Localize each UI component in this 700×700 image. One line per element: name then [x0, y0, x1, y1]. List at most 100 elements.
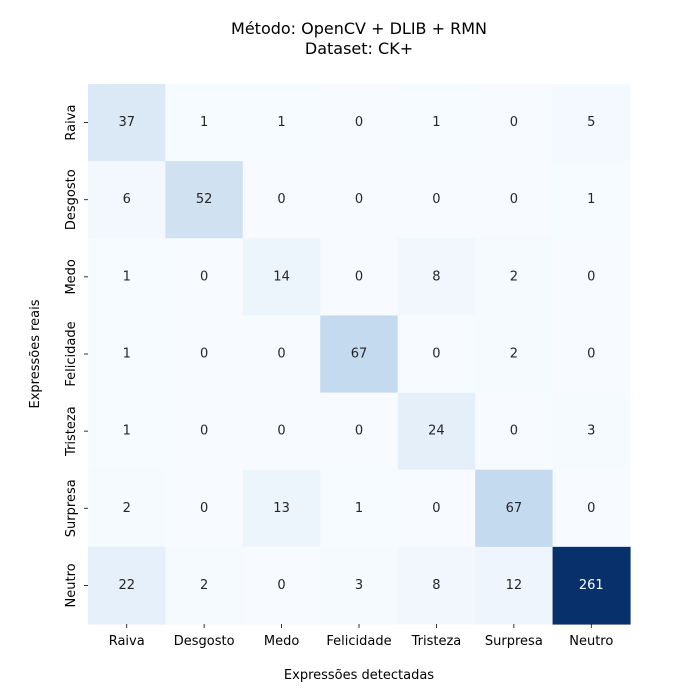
y-tick-label: Desgosto: [64, 169, 79, 230]
heatmap-cell: [475, 469, 554, 548]
heatmap-cell: [88, 161, 167, 239]
cell-value-label: 0: [587, 346, 595, 361]
x-tick-label: Neutro: [569, 634, 613, 649]
heatmap-cell: [552, 238, 631, 317]
heatmap-cell: [320, 315, 399, 394]
cell-value-label: 6: [123, 192, 131, 207]
cell-value-label: 0: [277, 192, 285, 207]
cell-value-label: 67: [506, 501, 523, 516]
heatmap-cell: [88, 238, 167, 317]
cell-value-label: 261: [579, 578, 604, 593]
cell-value-label: 1: [355, 501, 363, 516]
cell-value-label: 12: [506, 578, 523, 593]
heatmap-cell: [552, 84, 631, 162]
cell-value-label: 1: [200, 115, 208, 130]
y-tick-label: Neutro: [64, 563, 79, 607]
cell-value-label: 0: [200, 346, 208, 361]
heatmap-cell: [397, 392, 476, 471]
heatmap-cell: [397, 469, 476, 548]
cell-value-label: 0: [355, 115, 363, 130]
heatmap-cell: [88, 469, 167, 548]
cell-value-label: 8: [432, 578, 440, 593]
cell-value-label: 2: [123, 501, 131, 516]
y-tick-label: Felicidade: [64, 321, 79, 386]
heatmap-cells: 37 1 1 0 1 0 5 6 52 0 0 0 0 1 1 0 14 0 8 2 0 1 0 0 67 0 2 0 1 0 0 0 24 0 3…: [88, 84, 631, 625]
heatmap-cell: [242, 161, 321, 239]
cell-value-label: 8: [432, 269, 440, 284]
cell-value-label: 0: [510, 424, 518, 439]
heatmap-cell: [320, 238, 399, 317]
heatmap-cell: [475, 238, 554, 317]
heatmap-cell: [165, 161, 244, 239]
x-tick-label: Felicidade: [326, 634, 391, 649]
cell-value-label: 1: [277, 115, 285, 130]
x-tick-label: Medo: [264, 634, 299, 649]
heatmap-cell: [165, 84, 244, 162]
y-tick-label: Tristeza: [64, 406, 79, 457]
cell-value-label: 0: [200, 501, 208, 516]
y-tick-label: Medo: [64, 259, 79, 294]
cell-value-label: 67: [351, 346, 368, 361]
heatmap-cell: [165, 546, 244, 625]
heatmap-cell: [397, 84, 476, 162]
cell-value-label: 0: [277, 346, 285, 361]
cell-value-label: 52: [196, 192, 213, 207]
cell-value-label: 0: [432, 192, 440, 207]
cell-value-label: 0: [200, 269, 208, 284]
heatmap-cell: [88, 546, 167, 625]
cell-value-label: 2: [510, 346, 518, 361]
heatmap-cell: [475, 546, 554, 625]
cell-value-label: 0: [277, 578, 285, 593]
heatmap-cell: [552, 392, 631, 471]
cell-value-label: 3: [355, 578, 363, 593]
cell-value-label: 2: [510, 269, 518, 284]
heatmap-cell: [475, 392, 554, 471]
heatmap-cell: [552, 469, 631, 548]
heatmap-cell: [320, 84, 399, 162]
cell-value-label: 37: [118, 115, 135, 130]
x-axis-label: Expressões detectadas: [284, 668, 434, 683]
cell-value-label: 0: [510, 192, 518, 207]
cell-value-label: 2: [200, 578, 208, 593]
cell-value-label: 0: [587, 501, 595, 516]
cell-value-label: 0: [277, 424, 285, 439]
heatmap-cell: [475, 161, 554, 239]
chart-subtitle: Dataset: CK+: [305, 39, 413, 58]
cell-value-label: 3: [587, 424, 595, 439]
y-tick-label: Raiva: [64, 105, 79, 141]
heatmap-cell: [397, 161, 476, 239]
heatmap-cell: [320, 161, 399, 239]
y-tick-labels: Raiva Desgosto Medo Felicidade Tristeza Surpr…: [64, 105, 88, 607]
cell-value-label: 1: [587, 192, 595, 207]
cell-value-label: 13: [273, 501, 290, 516]
heatmap-cell: [475, 315, 554, 394]
cell-value-label: 0: [587, 269, 595, 284]
cell-value-label: 1: [432, 115, 440, 130]
x-tick-labels: Raiva Desgosto Medo Felicidade Tristeza Surpr…: [109, 623, 613, 649]
heatmap-cell: [552, 315, 631, 394]
cell-value-label: 22: [118, 578, 135, 593]
cell-value-label: 5: [587, 115, 595, 130]
y-tick-label: Surpresa: [64, 479, 79, 537]
cell-value-label: 14: [273, 269, 290, 284]
heatmap-cell: [320, 546, 399, 625]
cell-value-label: 0: [355, 269, 363, 284]
heatmap-cell: [88, 84, 167, 162]
cell-value-label: 0: [355, 424, 363, 439]
heatmap-cell: [397, 238, 476, 317]
heatmap-cell: [88, 315, 167, 394]
heatmap-cell: [242, 546, 321, 625]
heatmap-cell: [552, 161, 631, 239]
cell-value-label: 1: [123, 346, 131, 361]
heatmap-cell: [397, 546, 476, 625]
heatmap-cell: [397, 315, 476, 394]
cell-value-label: 0: [200, 424, 208, 439]
cell-value-label: 1: [123, 424, 131, 439]
heatmap-cell: [320, 392, 399, 471]
cell-value-label: 24: [428, 424, 445, 439]
heatmap-cell: [242, 392, 321, 471]
cell-value-label: 0: [432, 501, 440, 516]
cell-value-label: 0: [355, 192, 363, 207]
